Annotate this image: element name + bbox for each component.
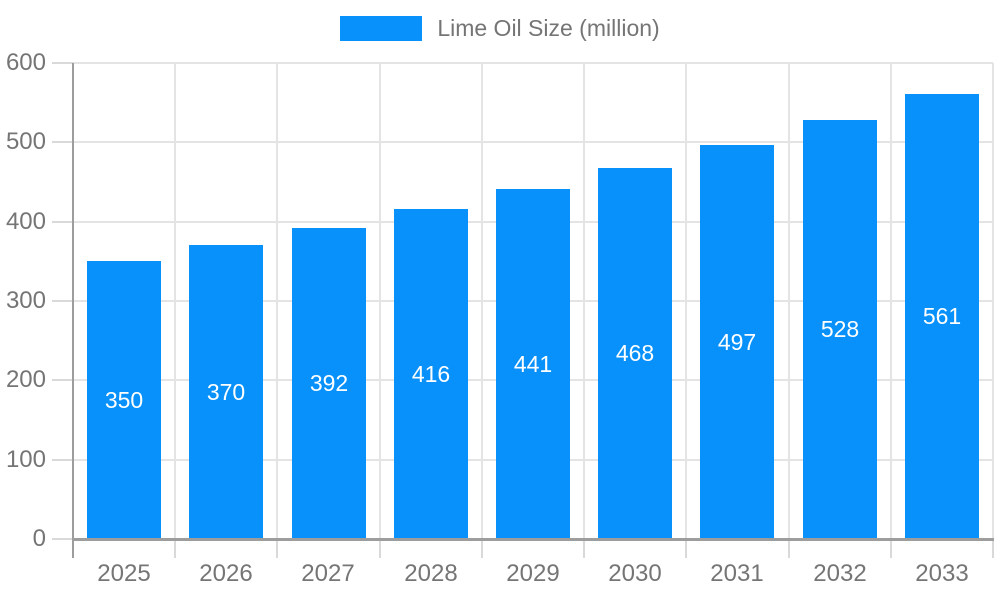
bar-2025[interactable]: 350 xyxy=(87,261,161,539)
y-axis-tick-label: 300 xyxy=(5,287,46,314)
y-axis-tick-label: 600 xyxy=(5,49,46,76)
x-axis-tick-label: 2030 xyxy=(608,560,662,587)
x-axis-tick xyxy=(583,539,585,558)
bar-2028[interactable]: 416 xyxy=(394,209,468,539)
y-axis-tick xyxy=(52,459,73,461)
bar-value-label: 497 xyxy=(717,328,757,355)
gridline-vertical xyxy=(276,63,278,539)
x-axis-tick-label: 2025 xyxy=(97,560,151,587)
x-axis-tick-label: 2028 xyxy=(404,560,458,587)
gridline-vertical xyxy=(685,63,687,539)
y-axis-tick-label: 200 xyxy=(5,366,46,393)
x-axis-tick-label: 2029 xyxy=(506,560,560,587)
x-axis-tick xyxy=(788,539,790,558)
y-axis-tick-label: 100 xyxy=(5,446,46,473)
bar-value-label: 441 xyxy=(513,350,553,377)
x-axis-tick-label: 2033 xyxy=(915,560,969,587)
bar-value-label: 468 xyxy=(615,340,655,366)
x-axis-tick-label: 2031 xyxy=(710,560,764,587)
x-axis-tick xyxy=(890,539,892,558)
y-axis-line xyxy=(72,63,74,541)
gridline-vertical xyxy=(379,63,381,539)
gridline-vertical xyxy=(788,63,790,539)
x-axis-tick xyxy=(72,539,74,558)
bar-2033[interactable]: 561 xyxy=(905,94,979,539)
bar-value-label: 370 xyxy=(206,378,246,405)
x-axis-tick-label: 2026 xyxy=(199,560,253,587)
gridline-vertical xyxy=(481,63,483,539)
x-axis-line xyxy=(72,538,994,541)
y-axis-tick xyxy=(52,379,73,381)
y-axis-tick-label: 500 xyxy=(5,128,46,155)
gridline-horizontal xyxy=(73,141,993,143)
x-axis-tick-label: 2032 xyxy=(813,560,867,587)
x-axis-tick xyxy=(481,539,483,558)
y-axis-tick xyxy=(52,62,73,64)
bar-2032[interactable]: 528 xyxy=(803,120,877,539)
y-axis-tick xyxy=(52,300,73,302)
legend-label: Lime Oil Size (million) xyxy=(437,15,660,41)
y-axis-tick xyxy=(52,221,73,223)
bar-value-label: 392 xyxy=(309,370,349,396)
x-axis-tick xyxy=(685,539,687,558)
bar-2030[interactable]: 468 xyxy=(598,168,672,539)
gridline-vertical xyxy=(890,63,892,539)
x-axis-tick xyxy=(276,539,278,558)
bar-value-label: 416 xyxy=(411,360,451,387)
bar-2027[interactable]: 392 xyxy=(292,228,366,539)
x-axis-tick xyxy=(992,539,994,558)
x-axis-tick xyxy=(379,539,381,558)
bar-2029[interactable]: 441 xyxy=(496,189,570,539)
y-axis-tick xyxy=(52,141,73,143)
y-axis-tick-label: 0 xyxy=(32,525,46,552)
bar-value-label: 561 xyxy=(922,303,962,329)
y-axis-tick xyxy=(52,538,73,540)
bar-2031[interactable]: 497 xyxy=(700,145,774,539)
legend-swatch xyxy=(340,16,423,41)
x-axis-tick-label: 2027 xyxy=(301,560,355,587)
x-axis-tick xyxy=(174,539,176,558)
gridline-vertical xyxy=(174,63,176,539)
bar-value-label: 350 xyxy=(104,386,144,413)
y-axis-tick-label: 400 xyxy=(5,208,46,235)
bar-value-label: 528 xyxy=(820,316,860,342)
gridline-horizontal xyxy=(73,62,993,64)
legend[interactable]: Lime Oil Size (million) xyxy=(0,15,1000,42)
gridline-vertical xyxy=(583,63,585,539)
gridline-vertical xyxy=(992,63,994,539)
bar-2026[interactable]: 370 xyxy=(189,245,263,539)
